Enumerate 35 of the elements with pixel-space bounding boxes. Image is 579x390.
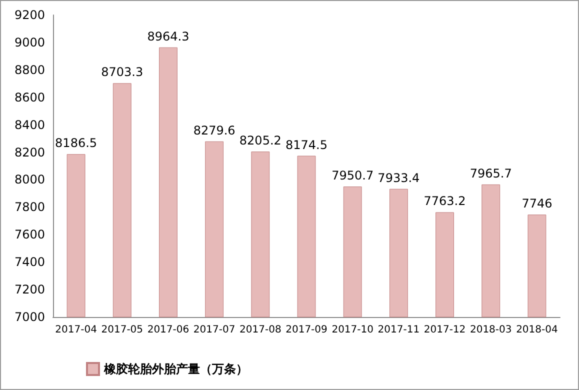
y-tick-label: 8000: [14, 172, 45, 187]
data-label: 7746: [522, 196, 552, 211]
y-tick-label: 7800: [14, 200, 45, 214]
x-tick-label: 2018-04: [516, 324, 558, 336]
data-label: 8964.3: [147, 29, 190, 44]
y-tick-label: 7000: [14, 310, 45, 324]
x-tick-label: 2017-05: [101, 324, 144, 336]
data-label: 7933.4: [378, 170, 420, 185]
y-tick-label: 8800: [14, 62, 45, 77]
data-label: 7950.7: [332, 168, 374, 182]
x-tick-label: 2017-09: [286, 324, 328, 336]
y-tick-label: 8400: [14, 118, 45, 132]
y-tick-label: 9200: [14, 8, 45, 22]
data-label: 7965.7: [470, 166, 512, 180]
data-label: 8703.3: [101, 65, 144, 80]
x-tick-label: 2017-11: [378, 324, 420, 336]
data-label: 8279.6: [193, 123, 236, 138]
x-tick-label: 2017-08: [240, 324, 282, 336]
data-label: 7763.2: [424, 194, 466, 208]
data-label: 8205.2: [239, 134, 282, 148]
x-tick-label: 2017-12: [424, 324, 466, 336]
x-tick-label: 2017-06: [147, 324, 190, 336]
y-tick-label: 7600: [14, 228, 45, 242]
x-tick-label: 2018-03: [470, 324, 512, 336]
y-tick-label: 9000: [14, 35, 45, 50]
y-tick-label: 8200: [14, 145, 45, 160]
legend-label: 橡胶轮胎外胎产量（万条）: [103, 362, 248, 376]
y-tick-label: 7400: [14, 255, 45, 270]
data-label: 8174.5: [286, 138, 328, 152]
data-label: 8186.5: [55, 136, 98, 150]
x-tick-label: 2017-07: [193, 324, 236, 336]
x-tick-label: 2017-04: [55, 324, 97, 336]
x-tick-label: 2017-10: [332, 324, 374, 336]
y-tick-label: 7200: [14, 282, 45, 297]
y-tick-label: 8600: [14, 90, 45, 104]
